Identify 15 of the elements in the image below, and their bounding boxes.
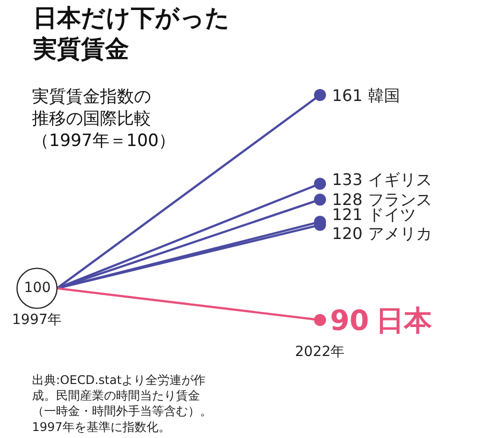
data-label: 161 <box>332 86 363 105</box>
text: 韓国 <box>368 86 400 105</box>
text: イギリス <box>368 170 432 189</box>
series-label: 日本 <box>376 304 433 337</box>
data-label: 100 <box>24 280 51 296</box>
text: アメリカ <box>368 224 432 243</box>
source-note: 出典:OECD.statより全労連が作成。民間産業の時間当たり賃金（一時金・時間外手当等含む）。1997年を基準に指数化。 <box>32 373 212 434</box>
text: 実質賃金指数の推移の国際比較（1997年＝100） <box>32 87 176 152</box>
text: フランス <box>368 190 432 209</box>
data-label: 90 <box>330 304 369 337</box>
x-tick-label: 2022年 <box>295 344 345 360</box>
x-tick-label: 1997年 <box>12 312 62 328</box>
chart-title: 日本だけ下がった実質賃金 <box>32 4 230 64</box>
data-label: 133 <box>332 170 363 189</box>
data-label: 120 <box>332 224 363 243</box>
